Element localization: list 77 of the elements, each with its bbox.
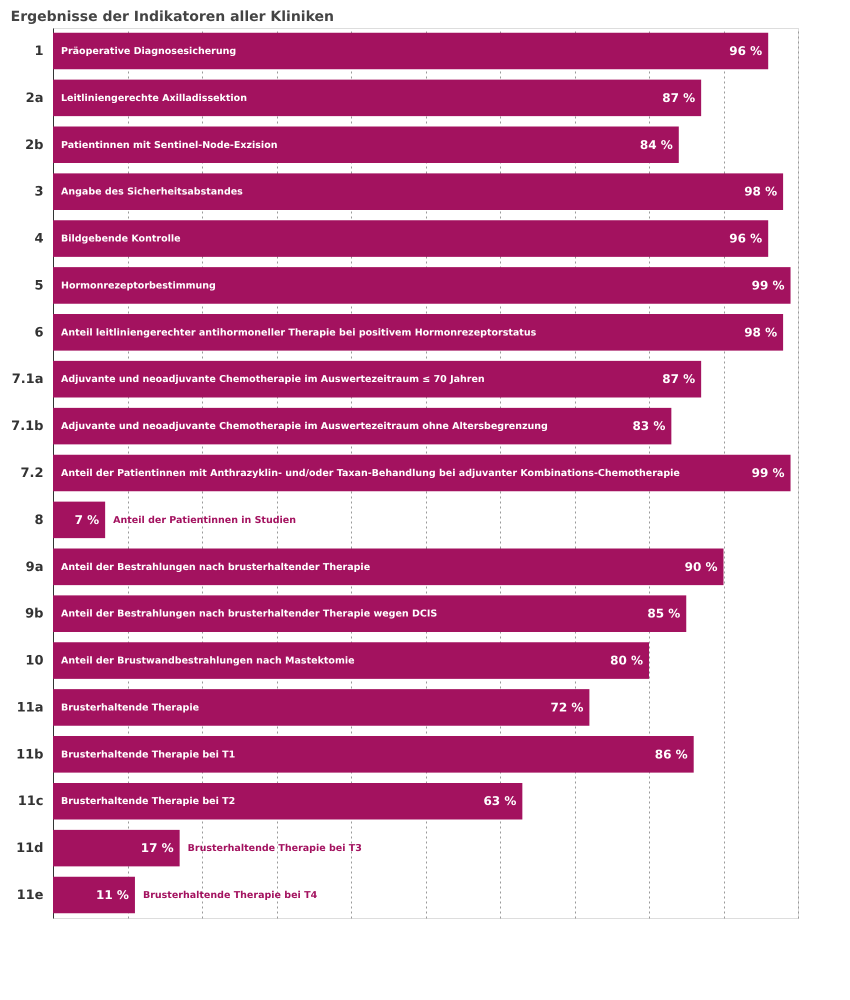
bar	[53, 830, 180, 866]
y-tick-label: 6	[34, 325, 44, 340]
annotation: Präoperative Diagnosesicherung	[61, 46, 236, 57]
data-label: 11 %	[96, 888, 129, 902]
data-label: 99 %	[752, 466, 785, 480]
data-label: 80 %	[610, 654, 643, 668]
bar	[53, 876, 135, 914]
bar	[53, 454, 791, 492]
bar	[53, 782, 522, 820]
chart-title: Ergebnisse der Indikatoren aller Kliniken	[10, 9, 334, 25]
bar	[53, 80, 702, 116]
y-tick-label: 8	[34, 512, 44, 528]
annotation: Adjuvante und neoadjuvante Chemotherapie im Auswertezeitraum ≤ 70 Jahren	[61, 374, 485, 386]
y-tick-label: 2a	[26, 90, 44, 106]
bar	[53, 689, 590, 726]
data-label: 96 %	[729, 44, 762, 58]
bar	[53, 173, 784, 210]
annotation: Bildgebende Kontrolle	[61, 234, 181, 245]
annotation: Brusterhaltende Therapie bei T4	[142, 890, 318, 902]
bar	[53, 32, 768, 70]
y-tick-label: 5	[34, 278, 44, 294]
y-tick-label: 10	[25, 654, 44, 669]
annotation: Anteil der Patientinnen mit Anthrazyklin- und/oder Taxan-Behandlung bei adjuvanter Kombinations-Chemotherapie	[61, 468, 680, 479]
bar	[53, 314, 784, 351]
y-tick-label: 11c	[18, 794, 44, 810]
y-tick-label: 7.1a	[12, 372, 44, 388]
data-label: 86 %	[654, 747, 688, 762]
annotation: Adjuvante und neoadjuvante Chemotherapie im Auswertezeitraum ohne Altersbegrenzung	[61, 421, 548, 432]
annotation: Anteil leitliniengerechter antihormoneller Therapie bei positivem Hormonrezeptorstatus	[61, 327, 537, 338]
annotation: Anteil der Patientinnen in Studien	[113, 514, 296, 526]
data-label: 87 %	[662, 90, 696, 105]
y-tick-label: 11a	[16, 700, 44, 716]
y-tick-label: 11e	[16, 888, 44, 904]
bar	[53, 595, 686, 632]
data-label: 63 %	[483, 794, 516, 808]
data-label: 98 %	[744, 325, 778, 340]
data-label: 7 %	[74, 512, 100, 527]
data-label: 98 %	[744, 184, 778, 199]
annotation: Brusterhaltende Therapie bei T1	[61, 749, 236, 760]
annotation: Leitliniengerechte Axilladissektion	[61, 92, 248, 104]
y-tick-label: 9a	[26, 560, 44, 575]
y-tick-label: 7.2	[20, 466, 44, 481]
bar	[53, 220, 768, 257]
data-label: 84 %	[640, 138, 673, 152]
annotation: Anteil der Bestrahlungen nach brusterhaltender Therapie wegen DCIS	[61, 608, 438, 620]
data-label: 87 %	[662, 372, 696, 386]
bar	[53, 126, 679, 164]
data-label: 99 %	[752, 278, 785, 292]
annotation: Patientinnen mit Sentinel-Node-Exzision	[61, 140, 278, 151]
y-tick-label: 2b	[25, 138, 44, 153]
bar	[53, 360, 702, 398]
annotation: Anteil der Brustwandbestrahlungen nach Mastektomie	[61, 656, 355, 667]
bar	[53, 548, 724, 586]
bar	[53, 642, 649, 679]
y-tick-label: 11b	[16, 747, 44, 762]
annotation: Anteil der Bestrahlungen nach brusterhaltender Therapie	[61, 562, 370, 573]
y-tick-label: 9b	[25, 606, 44, 622]
y-tick-label: 4	[34, 232, 44, 247]
bar	[53, 408, 672, 444]
data-label: 85 %	[647, 606, 680, 621]
y-tick-label: 3	[34, 184, 44, 200]
data-label: 17 %	[140, 841, 174, 856]
data-label: 83 %	[632, 419, 666, 434]
annotation: Angabe des Sicherheitsabstandes	[61, 186, 244, 198]
annotation: Brusterhaltende Therapie	[61, 702, 200, 714]
annotation: Brusterhaltende Therapie bei T2	[61, 796, 236, 808]
bar	[53, 736, 694, 773]
data-label: 90 %	[684, 560, 718, 574]
data-label: 96 %	[729, 232, 762, 246]
bar	[53, 502, 106, 538]
y-tick-label: 1	[34, 44, 44, 59]
bar	[53, 267, 791, 304]
annotation: Hormonrezeptorbestimmung	[61, 280, 216, 292]
data-label: 72 %	[550, 700, 584, 714]
y-tick-label: 7.1b	[11, 419, 44, 434]
y-tick-label: 11d	[16, 841, 44, 856]
annotation: Brusterhaltende Therapie bei T3	[188, 843, 362, 854]
